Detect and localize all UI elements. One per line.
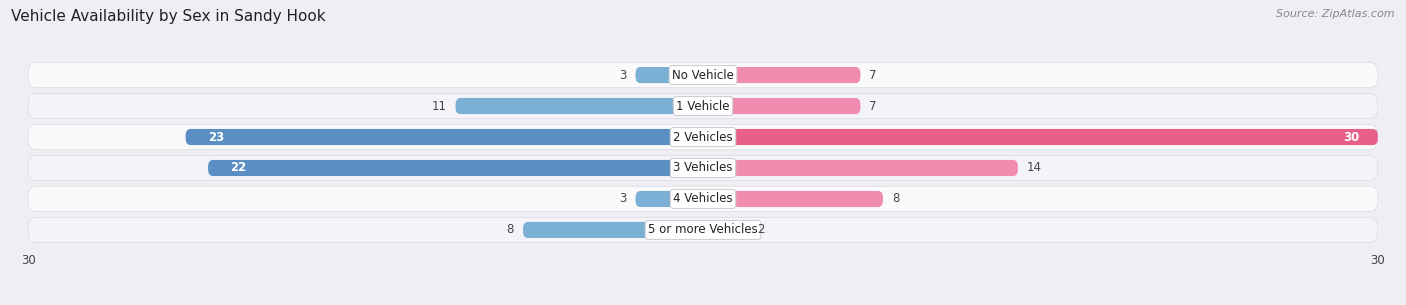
FancyBboxPatch shape [186, 129, 703, 145]
Text: 3: 3 [619, 69, 627, 81]
FancyBboxPatch shape [456, 98, 703, 114]
FancyBboxPatch shape [28, 62, 1378, 88]
FancyBboxPatch shape [28, 217, 1378, 243]
FancyBboxPatch shape [703, 67, 860, 83]
FancyBboxPatch shape [28, 93, 1378, 119]
FancyBboxPatch shape [208, 160, 703, 176]
Text: 3: 3 [619, 192, 627, 206]
Text: 2: 2 [756, 224, 765, 236]
Text: 8: 8 [506, 224, 515, 236]
FancyBboxPatch shape [28, 155, 1378, 181]
FancyBboxPatch shape [703, 191, 883, 207]
FancyBboxPatch shape [703, 129, 1378, 145]
Text: 7: 7 [869, 69, 877, 81]
Text: 3 Vehicles: 3 Vehicles [673, 161, 733, 174]
Text: Source: ZipAtlas.com: Source: ZipAtlas.com [1277, 9, 1395, 19]
FancyBboxPatch shape [703, 98, 860, 114]
Text: 23: 23 [208, 131, 225, 144]
Text: 8: 8 [891, 192, 900, 206]
FancyBboxPatch shape [636, 67, 703, 83]
FancyBboxPatch shape [28, 186, 1378, 212]
Text: 22: 22 [231, 161, 247, 174]
Text: 2 Vehicles: 2 Vehicles [673, 131, 733, 144]
Text: 4 Vehicles: 4 Vehicles [673, 192, 733, 206]
FancyBboxPatch shape [28, 124, 1378, 150]
Text: No Vehicle: No Vehicle [672, 69, 734, 81]
Text: 14: 14 [1026, 161, 1042, 174]
Text: 11: 11 [432, 99, 447, 113]
Text: Vehicle Availability by Sex in Sandy Hook: Vehicle Availability by Sex in Sandy Hoo… [11, 9, 326, 24]
Text: 1 Vehicle: 1 Vehicle [676, 99, 730, 113]
FancyBboxPatch shape [523, 222, 703, 238]
FancyBboxPatch shape [703, 222, 748, 238]
Text: 7: 7 [869, 99, 877, 113]
Text: 5 or more Vehicles: 5 or more Vehicles [648, 224, 758, 236]
FancyBboxPatch shape [703, 160, 1018, 176]
FancyBboxPatch shape [636, 191, 703, 207]
Text: 30: 30 [1344, 131, 1360, 144]
